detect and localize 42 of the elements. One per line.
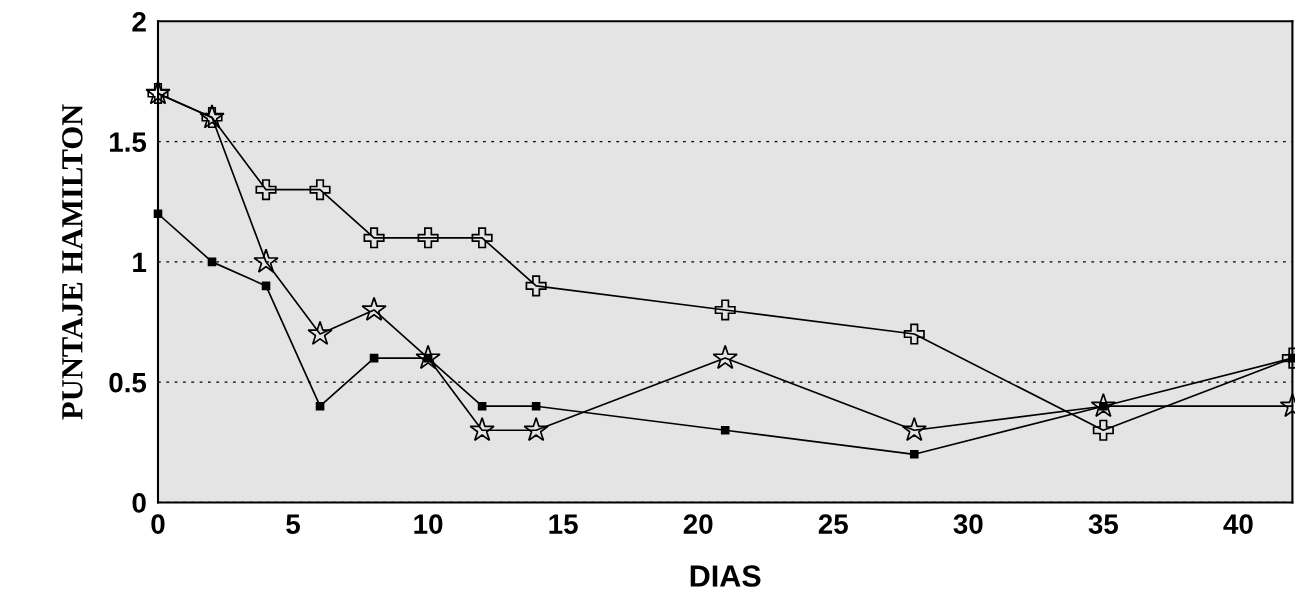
point [307, 320, 333, 345]
point [309, 179, 331, 201]
x-tick-label: 10 [414, 514, 443, 534]
y-axis-title: PUNTAJE HAMILTON [62, 104, 83, 420]
point [909, 450, 919, 459]
y-tick-label: 0 [132, 493, 146, 513]
point [415, 344, 441, 370]
point [901, 416, 927, 442]
point [903, 323, 925, 345]
point [531, 401, 541, 411]
x-tick-label: 20 [683, 514, 713, 534]
point [417, 227, 439, 249]
point [261, 281, 271, 291]
point [712, 344, 738, 370]
y-tick-label: 0.5 [109, 372, 147, 393]
point [315, 401, 325, 411]
x-tick-label: 5 [286, 514, 300, 534]
point [525, 275, 547, 297]
point [369, 353, 379, 363]
x-tick-label: 0 [151, 514, 165, 534]
x-tick-label: 40 [1223, 514, 1253, 534]
y-tick-label: 2 [132, 11, 146, 32]
point [523, 416, 549, 442]
point [477, 401, 487, 411]
y-tick-label: 1 [133, 252, 147, 272]
point [361, 296, 387, 321]
x-tick-label: 30 [953, 514, 983, 534]
point [363, 227, 385, 249]
point [720, 425, 730, 435]
x-axis-title: DIAS [690, 565, 761, 587]
point [253, 248, 279, 273]
point [469, 416, 495, 442]
y-tick-label: 1.5 [110, 132, 147, 152]
point [1092, 419, 1114, 441]
x-tick-label: 25 [818, 514, 848, 534]
point [207, 257, 217, 267]
x-tick-label: 15 [549, 514, 578, 534]
point [471, 227, 493, 249]
point [714, 299, 736, 321]
point [1090, 392, 1117, 418]
x-tick-label: 35 [1088, 514, 1119, 534]
point [255, 179, 277, 201]
